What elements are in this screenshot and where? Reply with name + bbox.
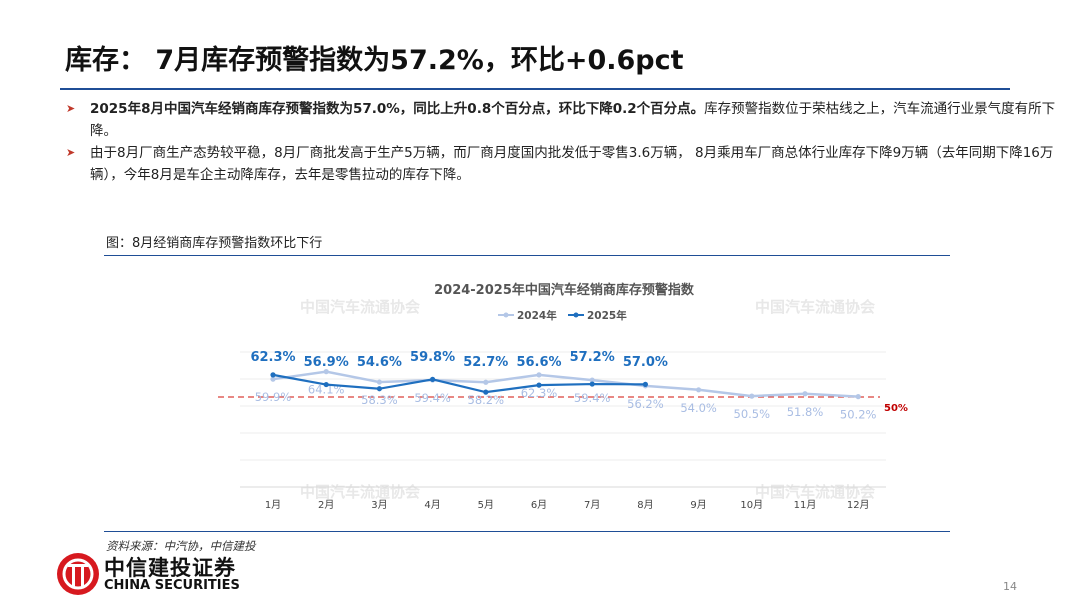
gridlines: 50% xyxy=(218,351,908,488)
x-tick-label: 9月 xyxy=(690,499,706,511)
page-number: 14 xyxy=(1003,580,1017,593)
x-tick-label: 4月 xyxy=(424,499,440,511)
legend-label: 2025年 xyxy=(587,309,627,322)
data-label: 59.4% xyxy=(574,391,611,405)
data-label: 54.0% xyxy=(680,401,717,415)
x-tick-label: 8月 xyxy=(637,499,653,511)
data-label: 50.2% xyxy=(840,408,877,422)
data-point xyxy=(696,387,702,393)
data-label: 62.3% xyxy=(250,350,295,365)
bullet-text: 由于8月厂商生产态势较平稳，8月厂商批发高于生产5万辆，而厂商月度国内批发低于零… xyxy=(90,145,1054,183)
data-point xyxy=(589,381,595,387)
data-label: 52.7% xyxy=(463,355,508,370)
bullet-list: ➤ 2025年8月中国汽车经销商库存预警指数为57.0%，同比上升0.8个百分点… xyxy=(66,98,1061,186)
arrow-bullet-icon: ➤ xyxy=(66,102,76,115)
line-chart: 2024-2025年中国汽车经销商库存预警指数 中国汽车流通协会 中国汽车流通协会… xyxy=(218,282,908,511)
bullet-item: ➤ 2025年8月中国汽车经销商库存预警指数为57.0%，同比上升0.8个百分点… xyxy=(66,98,1061,142)
data-point xyxy=(376,386,382,392)
logo-text-cn: 中信建投证券 xyxy=(104,556,236,580)
data-label: 56.6% xyxy=(516,355,561,370)
title-divider xyxy=(60,88,1010,90)
series-line-2024年 xyxy=(272,370,859,398)
reference-line-label: 50% xyxy=(884,403,908,414)
watermark-text: 中国汽车流通协会 xyxy=(755,483,875,501)
data-point xyxy=(642,381,649,387)
data-label: 57.0% xyxy=(623,355,668,370)
source-note: 资料来源：中汽协，中信建投 xyxy=(106,539,256,553)
chart-legend: 2024年 2025年 xyxy=(498,309,627,322)
legend-marker xyxy=(503,312,509,318)
x-tick-label: 6月 xyxy=(531,499,547,511)
x-tick-label: 11月 xyxy=(794,499,817,511)
data-label: 56.2% xyxy=(627,397,664,411)
data-point xyxy=(270,376,276,382)
data-point xyxy=(802,391,808,397)
plot-area: 1月 2月 3月 4月 5月 6月 7月 8月 9月 10月 11月 12月59.9%64.1%58.… xyxy=(250,350,876,511)
data-label: 59.9% xyxy=(255,390,292,404)
data-point xyxy=(323,369,329,375)
x-tick-label: 1月 xyxy=(265,499,281,511)
x-tick-label: 12月 xyxy=(847,499,870,511)
page-title: 库存： 7月库存预警指数为57.2%，环比+0.6pct xyxy=(65,45,684,76)
chart-title: 2024-2025年中国汽车经销商库存预警指数 xyxy=(434,282,695,298)
bullet-item: ➤ 由于8月厂商生产态势较平稳，8月厂商批发高于生产5万辆，而厂商月度国内批发低… xyxy=(66,142,1061,186)
legend-label: 2024年 xyxy=(517,309,557,322)
data-label: 59.8% xyxy=(410,350,455,365)
data-label: 54.6% xyxy=(357,355,402,370)
arrow-bullet-icon: ➤ xyxy=(66,146,76,159)
data-label: 62.3% xyxy=(521,386,558,400)
figure-divider xyxy=(104,255,950,256)
watermark-text: 中国汽车流通协会 xyxy=(300,298,420,316)
x-tick-label: 7月 xyxy=(584,499,600,511)
data-point xyxy=(483,389,489,395)
figure-caption: 图：8月经销商库存预警指数环比下行 xyxy=(106,236,323,251)
data-label: 57.2% xyxy=(570,350,615,365)
data-point xyxy=(483,379,489,385)
data-label: 58.2% xyxy=(468,393,505,407)
citic-logo-icon xyxy=(57,553,99,595)
data-label: 56.9% xyxy=(304,355,349,370)
data-label: 50.5% xyxy=(734,407,771,421)
data-label: 51.8% xyxy=(787,405,824,419)
logo-text-en: CHINA SECURITIES xyxy=(104,578,240,593)
data-point xyxy=(270,372,276,378)
x-tick-label: 3月 xyxy=(371,499,387,511)
legend-marker xyxy=(573,312,579,318)
series-line-2025年 xyxy=(272,373,646,394)
data-label: 59.4% xyxy=(414,391,451,405)
data-point xyxy=(589,377,595,383)
bullet-bold-text: 2025年8月中国汽车经销商库存预警指数为57.0%，同比上升0.8个百分点，环… xyxy=(90,101,705,117)
data-label: 58.3% xyxy=(361,393,398,407)
x-tick-label: 2月 xyxy=(318,499,334,511)
watermark-text: 中国汽车流通协会 xyxy=(755,298,875,316)
data-point xyxy=(536,382,542,388)
data-point xyxy=(855,394,861,400)
x-tick-label: 10月 xyxy=(740,499,763,511)
data-point xyxy=(323,381,329,388)
x-tick-label: 5月 xyxy=(478,499,494,511)
data-point xyxy=(430,376,436,382)
data-point xyxy=(749,393,755,399)
source-divider xyxy=(104,531,950,532)
data-point xyxy=(536,372,542,378)
data-point xyxy=(376,379,382,385)
watermark-text: 中国汽车流通协会 xyxy=(300,483,420,501)
bullet-text: 库存预警指数位于荣枯线之上，汽车流通行业景气度有所下降。 xyxy=(90,101,1056,139)
